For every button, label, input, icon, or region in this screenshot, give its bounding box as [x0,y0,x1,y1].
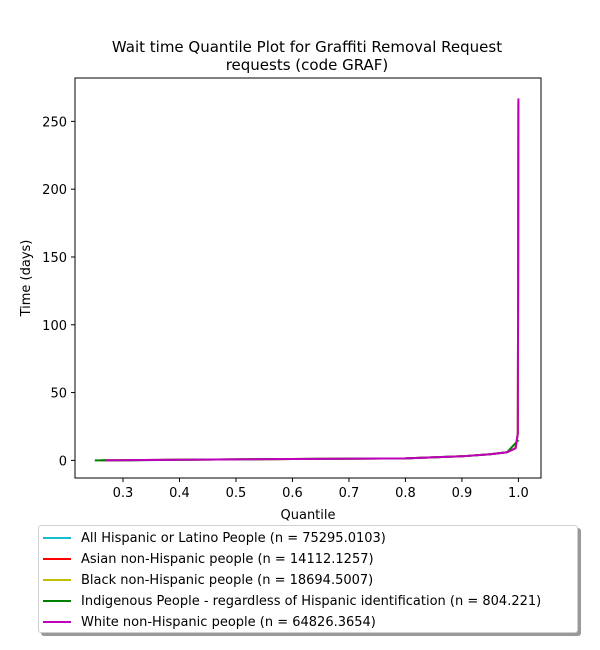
legend-item: Asian non-Hispanic people (n = 14112.125… [39,549,374,569]
x-tick-label: 0.6 [282,486,303,501]
chart-title-line1: Wait time Quantile Plot for Graffiti Rem… [112,38,502,56]
y-tick-label: 200 [42,183,67,198]
plot-area [75,78,541,478]
tick-layer: 0.3 0.4 0.5 0.6 0.7 0.8 0.9 1.0 0 50 100 150 200 250 [42,115,529,501]
legend-item: Indigenous People - regardless of Hispan… [39,591,541,611]
x-tick-label: 0.9 [452,486,473,501]
x-tick-label: 0.7 [339,486,360,501]
legend-item: All Hispanic or Latino People (n = 75295… [39,528,386,548]
y-tick-label: 50 [50,387,67,402]
x-tick-label: 1.0 [508,486,529,501]
y-tick-label: 250 [42,115,67,130]
legend-label: All Hispanic or Latino People (n = 75295… [81,530,386,546]
legend: All Hispanic or Latino People (n = 75295… [38,525,578,633]
series-line [106,98,520,462]
legend-swatch [43,600,71,602]
y-tick-label: 0 [59,454,67,469]
legend-swatch [43,558,71,560]
legend-swatch [43,537,71,539]
legend-item: Black non-Hispanic people (n = 18694.500… [39,570,373,590]
quantile-chart: Wait time Quantile Plot for Graffiti Rem… [19,38,542,523]
legend-label: Asian non-Hispanic people (n = 14112.125… [81,551,374,567]
legend-label: White non-Hispanic people (n = 64826.365… [81,614,376,630]
legend-swatch [43,621,71,623]
x-tick-label: 0.3 [113,486,134,501]
legend-label: Black non-Hispanic people (n = 18694.500… [81,572,374,588]
y-tick-label: 150 [42,251,67,266]
x-tick-label: 0.5 [226,486,247,501]
legend-item: White non-Hispanic people (n = 64826.365… [39,612,376,632]
plot-frame [74,77,542,479]
chart-title-line2: requests (code GRAF) [226,56,389,74]
legend-label: Indigenous People - regardless of Hispan… [81,593,542,609]
x-tick-label: 0.4 [169,486,190,501]
x-axis-label: Quantile [281,508,336,523]
series-layer [94,98,520,462]
y-tick-label: 100 [42,319,67,334]
y-axis-label: Time (days) [19,240,34,318]
legend-swatch [43,579,71,581]
x-tick-label: 0.8 [395,486,416,501]
